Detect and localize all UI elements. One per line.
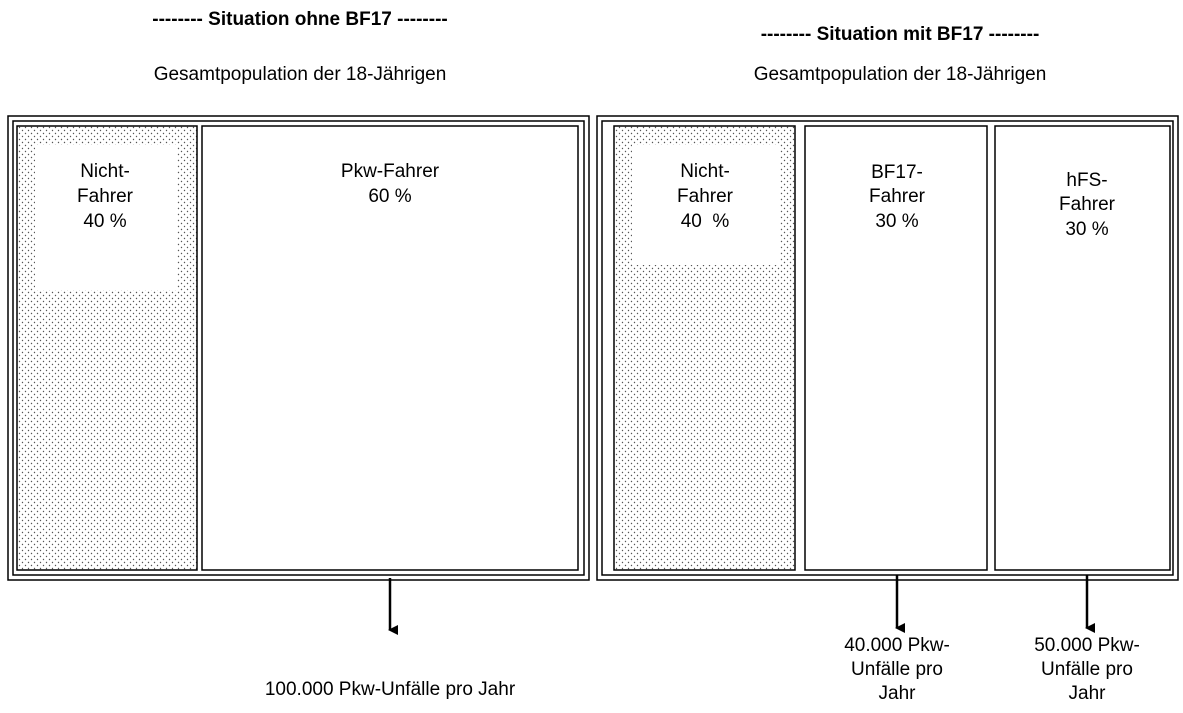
box-label: 40 %	[681, 211, 730, 232]
panel-title: -------- Situation mit BF17 --------	[761, 24, 1040, 45]
inner-frame	[601, 120, 1174, 576]
label-area	[632, 145, 780, 265]
panel-subtitle: Gesamtpopulation der 18-Jährigen	[154, 64, 447, 85]
box-label: 30 %	[1065, 219, 1108, 240]
box-label: 30 %	[875, 211, 918, 232]
note: 50.000 Pkw-	[1034, 635, 1140, 656]
box-label: BF17-	[871, 162, 923, 183]
note: Jahr	[1069, 683, 1107, 704]
box-label: 40 %	[83, 211, 126, 232]
box-label: Pkw-Fahrer	[341, 161, 440, 182]
hfs-box	[994, 125, 1171, 571]
label-area	[35, 145, 177, 290]
outer-frame	[596, 115, 1179, 581]
note: 40.000 Pkw-	[844, 635, 950, 656]
box-label: Fahrer	[77, 186, 134, 207]
bf17-box	[804, 125, 988, 571]
outer-frame	[7, 115, 590, 581]
panel-title: -------- Situation ohne BF17 --------	[152, 9, 447, 30]
panel-subtitle: Gesamtpopulation der 18-Jährigen	[754, 64, 1047, 85]
box-label: Nicht-	[80, 161, 130, 182]
box-label: Fahrer	[677, 186, 734, 207]
box-label: Nicht-	[680, 161, 730, 182]
inner-frame	[12, 120, 585, 576]
box-label: hFS-	[1066, 170, 1107, 191]
box-label: 60 %	[368, 186, 411, 207]
note: 100.000 Pkw-Unfälle pro Jahr	[265, 679, 516, 700]
note: Unfälle pro	[1041, 659, 1133, 680]
box-label: Fahrer	[869, 186, 926, 207]
box-label: Fahrer	[1059, 194, 1116, 215]
note: Unfälle pro	[851, 659, 943, 680]
driver-box	[201, 125, 579, 571]
note: Jahr	[879, 683, 917, 704]
